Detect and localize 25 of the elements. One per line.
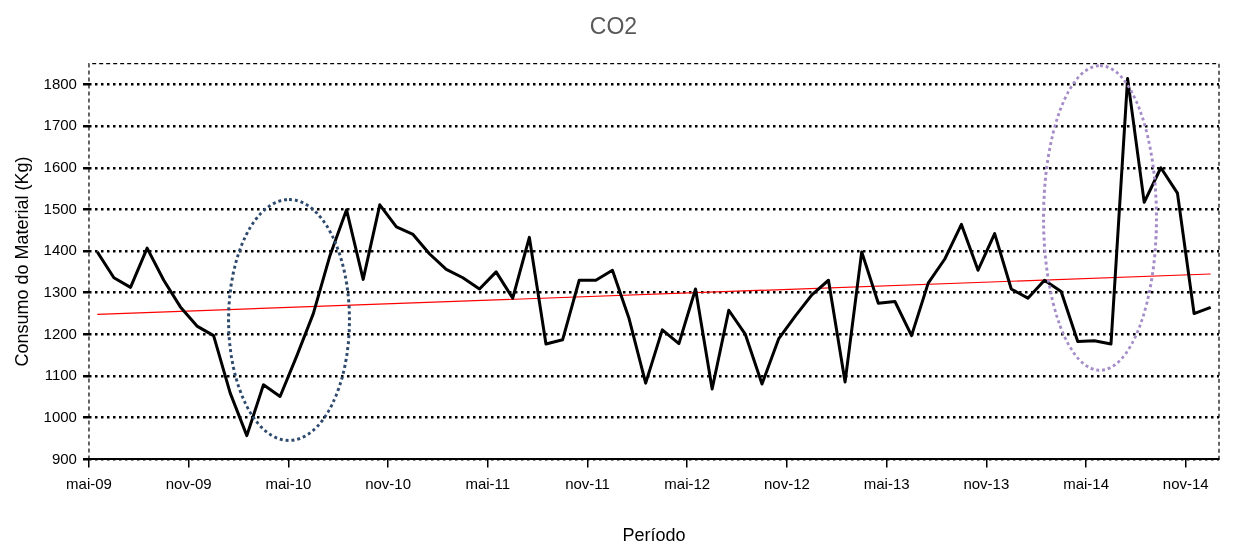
x-tick-label: nov-13 xyxy=(963,474,1010,492)
y-axis-title: Consumo do Material (Kg) xyxy=(11,156,32,367)
x-tick-label: nov-09 xyxy=(165,474,212,492)
x-tick-label: mai-14 xyxy=(1063,474,1109,492)
y-tick-label: 1000 xyxy=(43,407,77,425)
y-tick-label: 1200 xyxy=(43,324,77,342)
y-tick-label: 1400 xyxy=(43,241,77,259)
chart-title: CO2 xyxy=(589,13,638,40)
x-tick-label: nov-10 xyxy=(365,474,412,492)
x-tick-label: mai-11 xyxy=(465,474,511,492)
y-tick-label: 1700 xyxy=(43,116,77,134)
x-tick-label: mai-09 xyxy=(66,474,112,492)
x-tick-label: nov-14 xyxy=(1162,474,1209,492)
y-tick-label: 1500 xyxy=(43,199,77,217)
y-tick-label: 900 xyxy=(51,449,77,467)
y-tick-label: 1300 xyxy=(43,282,77,300)
y-tick-label: 1100 xyxy=(44,366,77,384)
x-tick-label: mai-10 xyxy=(265,474,312,492)
x-tick-label: nov-11 xyxy=(565,474,610,492)
x-tick-label: mai-13 xyxy=(863,474,910,492)
x-tick-label: nov-12 xyxy=(763,474,810,492)
x-axis-title: Período xyxy=(622,525,686,546)
y-tick-label: 1800 xyxy=(43,74,77,92)
y-tick-label: 1600 xyxy=(43,157,77,175)
x-tick-label: mai-12 xyxy=(664,474,711,492)
